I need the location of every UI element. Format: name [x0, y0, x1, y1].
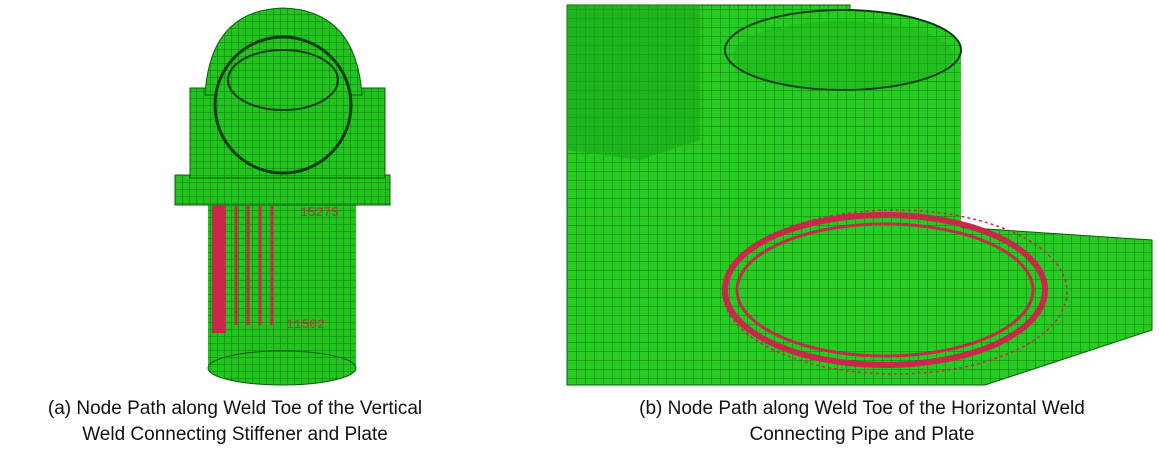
caption-line: Connecting Pipe and Plate: [750, 424, 975, 445]
image-a: 15275 11502: [175, 8, 390, 385]
annotation: 15275: [300, 205, 339, 220]
image-b: [567, 5, 1152, 385]
caption: (a) Node Path along Weld Toe of the Vert…: [48, 398, 1085, 445]
caption-line: Weld Connecting Stiffener and Plate: [82, 424, 388, 445]
caption-line: (a) Node Path along Weld Toe of the Vert…: [48, 398, 422, 419]
page: 15275 11502 (a) Node Path along Weld Toe…: [0, 0, 1159, 464]
figure: 15275 11502 (a) Node Path along Weld Toe…: [0, 0, 1159, 464]
caption-line: (b) Node Path along Weld Toe of the Hori…: [639, 398, 1085, 419]
annotation: 11502: [286, 317, 325, 332]
